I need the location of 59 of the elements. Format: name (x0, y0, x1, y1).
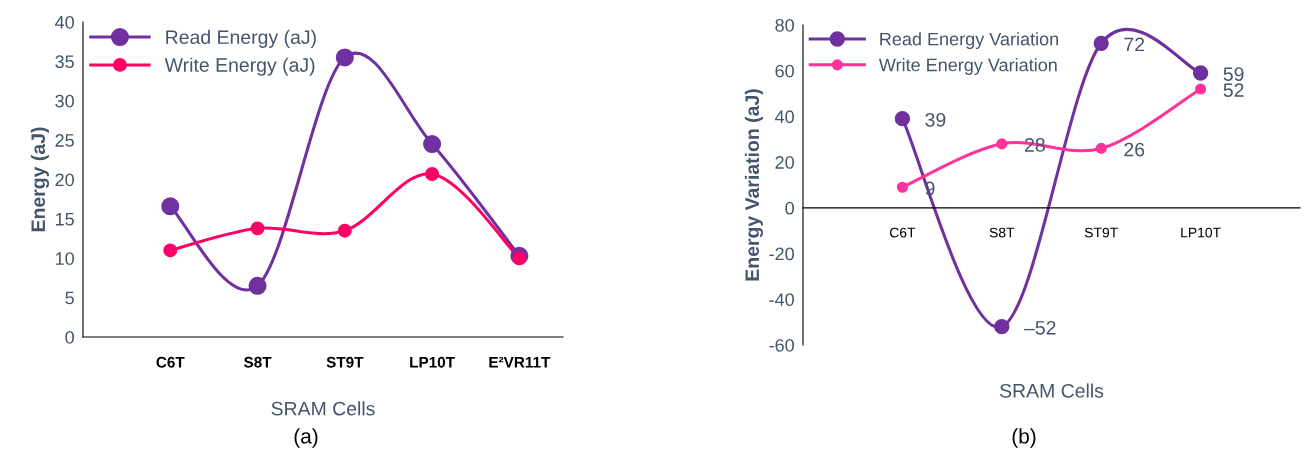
y-tick-label: 35 (55, 55, 74, 69)
x-tick-label: C6T (889, 227, 916, 238)
x-tick-label: LP10T (410, 356, 455, 368)
y-tick-label: 80 (775, 18, 794, 32)
point (161, 197, 180, 216)
point (994, 319, 1010, 335)
y-tick-label: 40 (775, 110, 794, 124)
legend-label: Write Energy (aJ) (164, 57, 315, 76)
y-axis-title: Energy (aJ) (30, 127, 50, 232)
x-tick-label: ST9T (326, 356, 364, 368)
x-axis-title: SRAM Cells (271, 401, 375, 416)
legend-label: Read Energy (aJ) (166, 29, 316, 48)
y-tick-label: 10 (55, 252, 74, 265)
point (250, 221, 265, 236)
y-tick-label: 40 (55, 15, 74, 29)
legend-label: Read Energy Variation (880, 32, 1058, 50)
point (425, 167, 440, 181)
y-tick-label: 5 (65, 291, 74, 305)
data-label: –52 (1024, 320, 1056, 335)
y-tick-label: 25 (55, 134, 74, 147)
y-tick-label: -20 (769, 247, 794, 261)
data-label: 52 (1223, 83, 1244, 97)
data-label: 72 (1124, 37, 1145, 52)
data-label: 26 (1124, 142, 1145, 157)
point (996, 138, 1008, 150)
y-tick-label: 0 (785, 201, 794, 215)
point (1095, 142, 1107, 154)
x-tick-label: LP10T (1181, 227, 1221, 238)
y-tick-label: 30 (55, 94, 74, 108)
y-tick-label: 15 (55, 213, 74, 226)
point (1093, 35, 1109, 51)
point (163, 243, 178, 258)
x-tick-label: S8T (989, 227, 1015, 238)
point (512, 251, 527, 266)
x-tick-label: C6T (156, 356, 185, 368)
y-tick-label: 20 (775, 156, 794, 169)
point (337, 223, 352, 238)
y-tick-label: 0 (65, 330, 74, 344)
y-tick-label: 60 (775, 64, 794, 78)
text: (a) (294, 428, 318, 448)
x-axis-title: SRAM Cells (999, 383, 1104, 398)
data-label: 59 (1223, 67, 1244, 81)
point (1192, 65, 1209, 81)
point (896, 181, 908, 193)
x-tick-label: S8T (243, 356, 272, 368)
text: (b) (1012, 428, 1036, 448)
x-tick-label: ST9T (1084, 227, 1118, 238)
point (335, 48, 354, 67)
data-label: 39 (925, 112, 946, 127)
legend-label: Write Energy Variation (878, 58, 1057, 75)
y-tick-label: -60 (769, 338, 794, 352)
x-tick-label: E²VR11T (489, 356, 551, 368)
point (894, 111, 911, 127)
y-axis-title: Energy Variation (aJ) (744, 89, 764, 281)
point (248, 276, 267, 295)
y-tick-label: -40 (769, 293, 794, 307)
point (423, 135, 442, 154)
point (1195, 83, 1207, 95)
y-tick-label: 20 (55, 173, 74, 187)
